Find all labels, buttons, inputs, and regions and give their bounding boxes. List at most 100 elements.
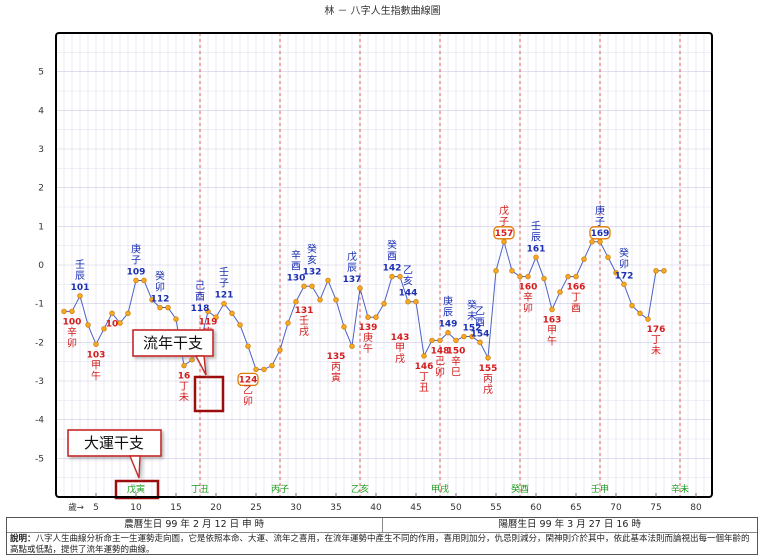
- point-label-stem: 卯: [523, 303, 533, 315]
- luck-pillar-label: 丁丑: [191, 484, 209, 495]
- data-point: [109, 310, 115, 317]
- point-label-stem: 子: [219, 278, 229, 290]
- luck-pillar-label: 甲戌: [431, 483, 449, 495]
- x-tick-label: 25: [250, 503, 261, 513]
- point-label-stem: 庚: [363, 331, 373, 344]
- data-point: [301, 283, 307, 289]
- luck-pillar-label: 乙亥: [351, 483, 369, 495]
- data-point: [437, 337, 443, 344]
- point-label-stem: 丁: [419, 372, 429, 383]
- x-tick-label: 35: [330, 503, 341, 513]
- data-point: [613, 270, 619, 276]
- point-label-number: 100: [63, 317, 82, 327]
- point-label-stem: 午: [363, 342, 373, 355]
- x-tick-label: 15: [170, 503, 181, 513]
- point-label-stem: 庚: [131, 242, 141, 255]
- data-point: [549, 306, 555, 313]
- point-label-stem: 子: [595, 216, 605, 228]
- point-label-stem: 午: [91, 369, 101, 382]
- data-point: [93, 341, 99, 347]
- point-label-stem: 辛: [523, 291, 533, 304]
- point-label-number: 157: [495, 229, 514, 239]
- point-label-stem: 午: [547, 334, 557, 347]
- note-text: 八字人生曲線分析命主一生運勢走向圖，它是依照本命、大運、流年之喜用，在流年運勢中…: [10, 534, 750, 555]
- data-point: [413, 299, 419, 305]
- point-label-stem: 丙: [483, 374, 493, 385]
- chart-note: 說明：八字人生曲線分析命主一生運勢走向圖，它是依照本命、大運、流年之喜用，在流年…: [7, 533, 757, 557]
- plot-frame: [55, 32, 713, 498]
- luck-pillar-label: 癸酉: [511, 483, 529, 495]
- point-label-stem: 丁: [651, 335, 661, 346]
- data-point: [173, 316, 179, 322]
- data-point: [373, 314, 379, 320]
- x-tick-label: 65: [570, 503, 581, 513]
- point-label-stem: 辰: [531, 231, 541, 243]
- data-point: [141, 277, 147, 284]
- point-label-stem: 癸: [619, 246, 629, 259]
- data-point: [573, 273, 579, 280]
- data-point: [509, 268, 515, 274]
- point-label-stem: 己: [435, 356, 445, 367]
- data-point: [101, 326, 107, 332]
- point-labels: 壬辰101100辛卯103甲午10庚子109癸卯11216丁未己酉118119庚…: [63, 204, 666, 408]
- point-label-stem: 子: [499, 216, 509, 228]
- data-point: [381, 300, 387, 307]
- point-label-stem: 辛: [291, 248, 301, 261]
- series-points: [61, 239, 667, 373]
- point-label-stem: 丙: [331, 362, 341, 373]
- point-label-stem: 戊: [499, 205, 509, 217]
- data-point: [477, 339, 483, 346]
- data-point: [269, 362, 275, 369]
- data-point: [621, 281, 627, 288]
- data-point: [421, 353, 427, 359]
- luck-pillar-label: 丙子: [271, 484, 289, 495]
- data-point: [565, 273, 571, 280]
- point-label-stem: 乙: [475, 305, 485, 317]
- point-label-number: 163: [543, 315, 562, 325]
- x-tick-label: 75: [650, 503, 661, 513]
- point-label-number: 112: [151, 295, 170, 305]
- x-tick-label: 20: [210, 503, 222, 513]
- data-point: [61, 308, 67, 315]
- annual-callout-pointer: [194, 355, 207, 376]
- point-label-stem: 卯: [67, 337, 77, 349]
- chart-title: 林 － 八字人生指數曲線圖: [324, 6, 441, 17]
- data-point: [245, 343, 251, 349]
- data-point: [85, 322, 91, 328]
- annual-callout-text: 流年干支: [143, 334, 203, 352]
- y-tick-label: -1: [35, 300, 44, 310]
- x-tick-label: 40: [370, 503, 382, 513]
- x-axis-prefix: 歲→: [68, 502, 84, 513]
- data-point: [213, 314, 219, 320]
- data-point: [541, 275, 547, 282]
- y-tick-label: -4: [35, 416, 44, 426]
- x-axis-ticks: 歲→ 5 10 15 20 25 30 35 40 45 50 55 60 65 70 75 80: [68, 493, 702, 513]
- point-label-number: 142: [383, 264, 402, 274]
- point-label-number: 10: [106, 319, 119, 329]
- data-point: [69, 308, 75, 315]
- point-label-stem: 子: [131, 254, 141, 266]
- x-tick-label: 10: [130, 503, 142, 513]
- point-label-number: 118: [191, 304, 210, 314]
- major-callout-text: 大運干支: [84, 434, 144, 452]
- data-point: [557, 289, 563, 295]
- data-point: [653, 268, 659, 274]
- point-label-number: 130: [287, 273, 306, 283]
- data-point: [221, 300, 227, 307]
- point-label-stem: 戌: [299, 325, 309, 338]
- point-label-stem: 辛: [67, 325, 77, 338]
- data-point: [589, 239, 595, 245]
- point-label-stem: 壬: [531, 220, 541, 232]
- point-label-stem: 壬: [219, 267, 229, 279]
- point-label-stem: 亥: [307, 253, 317, 266]
- data-point: [117, 320, 123, 326]
- data-point: [341, 324, 347, 330]
- data-point: [493, 268, 499, 274]
- series-polyline: [64, 239, 664, 370]
- point-label-stem: 辛: [451, 354, 461, 367]
- data-point: [165, 304, 171, 311]
- point-label-number: 152: [463, 324, 482, 334]
- data-point: [445, 329, 451, 336]
- point-label-number: 139: [359, 323, 378, 333]
